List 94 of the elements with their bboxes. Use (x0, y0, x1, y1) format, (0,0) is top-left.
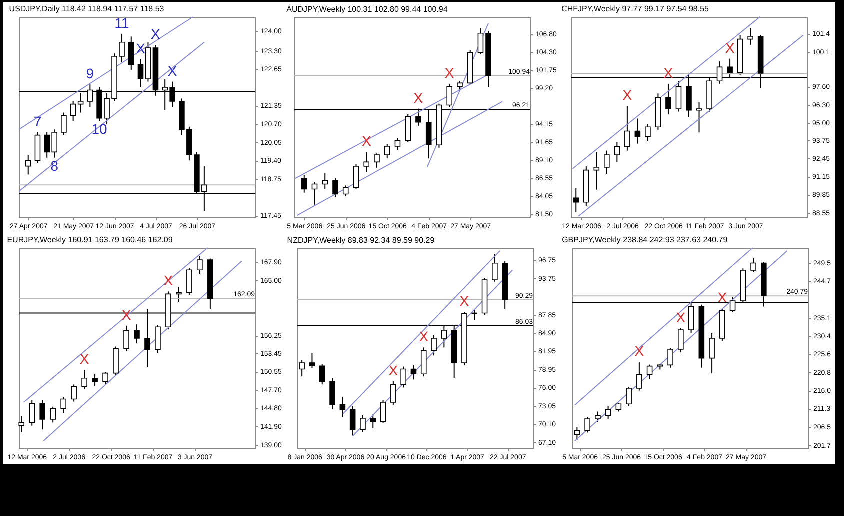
annotation: X (676, 310, 686, 326)
candlestick (676, 80, 682, 112)
annotation: X (725, 40, 736, 56)
candlestick (390, 381, 396, 406)
candlestick (384, 144, 390, 160)
candlestick (70, 101, 76, 122)
candlestick (301, 174, 308, 194)
candlestick (364, 152, 370, 173)
chart-title: GBPJPY,Weekly 238.84 242.93 237.63 240.79 (562, 236, 728, 244)
candlestick (176, 286, 182, 303)
candlestick (400, 366, 406, 388)
candlestick (342, 185, 349, 197)
candlestick (138, 58, 144, 88)
candlestick (636, 362, 642, 392)
candlestick (748, 28, 754, 46)
candlestick (410, 365, 417, 380)
annotation: X (622, 87, 633, 104)
candlestick (594, 152, 600, 190)
candlestick (124, 325, 130, 352)
annotation: X (164, 272, 174, 289)
candlestick (40, 400, 46, 430)
annotation: X (414, 90, 424, 106)
candlestick (604, 150, 610, 175)
candlestick (102, 372, 108, 385)
chart-title: USDJPY,Daily 118.42 118.94 117.57 118.53 (9, 4, 165, 14)
annotation: X (460, 293, 470, 309)
annotation: X (136, 40, 146, 56)
candlestick (666, 83, 672, 116)
chart-title: AUDJPY,Weekly 100.31 102.80 99.44 100.94 (286, 5, 448, 14)
candlestick (624, 106, 630, 152)
candlestick (332, 178, 338, 198)
candlestick (709, 332, 715, 374)
annotation: X (718, 290, 728, 306)
candlestick (92, 373, 98, 386)
candlestick (312, 182, 318, 206)
candlestick (134, 324, 140, 344)
candlestick (750, 257, 756, 273)
candlestick (309, 352, 316, 368)
annotation: X (419, 328, 430, 345)
annotation: X (444, 64, 455, 81)
annotation: X (362, 133, 372, 150)
candlestick (634, 118, 641, 144)
candlestick (319, 364, 326, 386)
candlestick (350, 406, 356, 436)
candlestick (584, 416, 590, 434)
candlestick (60, 396, 66, 414)
candlestick (380, 400, 386, 424)
candlestick (29, 400, 36, 426)
annotation: 7 (34, 113, 42, 130)
candlestick (370, 414, 376, 429)
candlestick (50, 406, 56, 424)
annotation: X (634, 343, 645, 360)
chart-title: NZDJPY,Weekly 89.83 92.34 89.59 90.29 (287, 236, 436, 245)
candlestick (330, 378, 336, 410)
annotation: 8 (50, 158, 59, 174)
candlestick (61, 112, 67, 136)
annotation: X (168, 62, 178, 79)
candlestick (626, 386, 632, 407)
candlestick (492, 254, 498, 282)
chart-title: CHFJPY,Weekly 97.77 99.17 97.54 98.55 (562, 4, 710, 14)
annotation: 11 (114, 14, 130, 31)
annotation: 10 (92, 121, 108, 138)
candlestick (420, 347, 427, 378)
candlestick (353, 164, 360, 190)
candlestick (595, 411, 601, 423)
candlestick (322, 173, 328, 190)
candlestick (478, 28, 484, 55)
candlestick (374, 153, 380, 168)
candlestick (82, 370, 88, 390)
candlestick (605, 406, 612, 420)
candlestick (668, 348, 674, 368)
candlestick (25, 154, 32, 176)
candlestick (696, 102, 702, 134)
candlestick (614, 142, 620, 162)
candlestick (394, 137, 401, 151)
annotation: X (80, 351, 90, 368)
candlestick (645, 124, 651, 142)
candlestick (128, 36, 134, 72)
annotation: X (151, 26, 162, 42)
candlestick (360, 414, 366, 432)
candlestick (457, 80, 463, 93)
candlestick (197, 256, 203, 274)
candlestick (646, 364, 653, 380)
candlestick (678, 328, 684, 354)
annotation: 9 (86, 66, 94, 82)
chart-title: EURJPY,Weekly 160.91 163.79 160.46 162.09 (7, 236, 174, 244)
annotation: X (664, 64, 674, 81)
annotation: X (388, 362, 399, 379)
candlestick (431, 334, 437, 356)
candlestick (71, 384, 77, 402)
candlestick (186, 268, 192, 296)
candlestick (340, 396, 346, 418)
candlestick (155, 324, 161, 354)
candlestick (573, 188, 580, 213)
